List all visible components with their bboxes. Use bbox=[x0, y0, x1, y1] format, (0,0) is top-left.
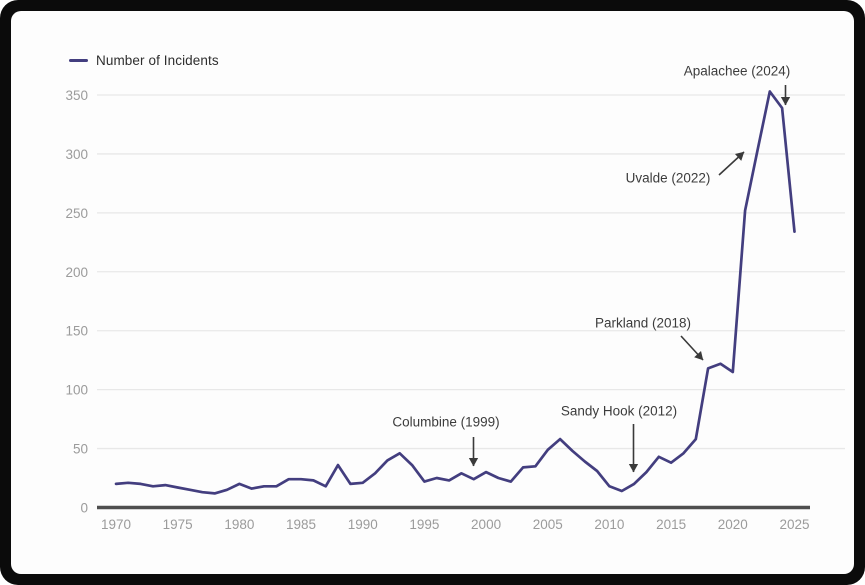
x-axis-tick-label: 2015 bbox=[656, 517, 686, 532]
x-axis-tick-label: 2020 bbox=[718, 517, 748, 532]
annotation-columbine: Columbine (1999) bbox=[392, 414, 500, 430]
annotation-parkland: Parkland (2018) bbox=[594, 315, 692, 331]
annotation-arrow-parkland bbox=[680, 335, 704, 361]
legend: Number of Incidents bbox=[69, 53, 219, 68]
legend-line-swatch bbox=[69, 59, 88, 62]
y-axis-tick-label: 0 bbox=[80, 501, 88, 516]
y-axis-tick-label: 50 bbox=[73, 442, 88, 457]
x-axis-tick-label: 1975 bbox=[163, 517, 193, 532]
x-axis-tick-label: 2005 bbox=[533, 517, 563, 532]
incidents-line bbox=[114, 90, 796, 495]
x-axis-tick-label: 1985 bbox=[286, 517, 316, 532]
annotation-sandy-hook: Sandy Hook (2012) bbox=[560, 403, 678, 419]
annotation-arrow-uvalde bbox=[718, 151, 745, 176]
x-axis-tick-label: 2000 bbox=[471, 517, 501, 532]
x-axis-tick-label: 2025 bbox=[779, 517, 809, 532]
y-axis-tick-label: 350 bbox=[65, 88, 88, 103]
x-axis-tick-label: 1970 bbox=[101, 517, 131, 532]
x-axis-tick-label: 1990 bbox=[348, 517, 378, 532]
annotation-uvalde: Uvalde (2022) bbox=[625, 170, 711, 186]
y-axis-tick-label: 150 bbox=[65, 324, 88, 339]
y-axis-tick-label: 100 bbox=[65, 383, 88, 398]
x-axis-tick-label: 2010 bbox=[594, 517, 624, 532]
y-axis-tick-label: 250 bbox=[65, 206, 88, 221]
annotation-apalachee: Apalachee (2024) bbox=[683, 63, 791, 79]
x-axis-tick-label: 1995 bbox=[409, 517, 439, 532]
y-axis-tick-label: 200 bbox=[65, 265, 88, 280]
legend-label: Number of Incidents bbox=[96, 53, 219, 68]
y-axis-tick-label: 300 bbox=[65, 147, 88, 162]
x-axis-tick-label: 1980 bbox=[224, 517, 254, 532]
